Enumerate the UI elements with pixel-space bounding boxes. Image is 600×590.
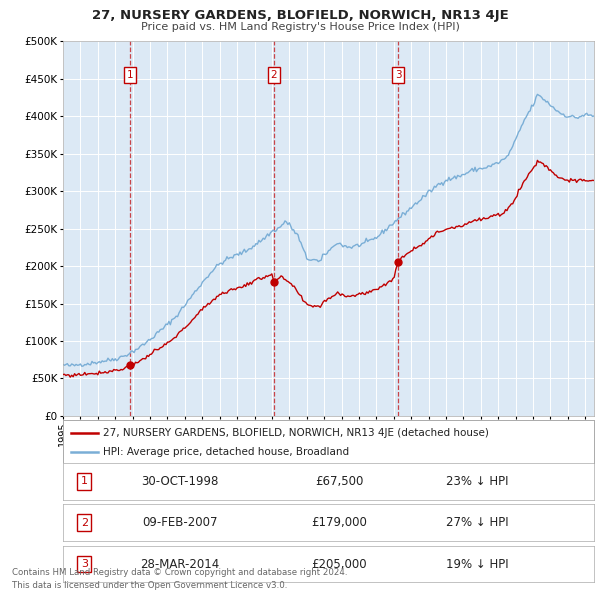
Text: 27, NURSERY GARDENS, BLOFIELD, NORWICH, NR13 4JE: 27, NURSERY GARDENS, BLOFIELD, NORWICH, …	[92, 9, 508, 22]
Text: £205,000: £205,000	[311, 558, 367, 571]
Text: Price paid vs. HM Land Registry's House Price Index (HPI): Price paid vs. HM Land Registry's House …	[140, 22, 460, 32]
Text: 23% ↓ HPI: 23% ↓ HPI	[446, 475, 508, 488]
Text: 3: 3	[81, 559, 88, 569]
Text: 27, NURSERY GARDENS, BLOFIELD, NORWICH, NR13 4JE (detached house): 27, NURSERY GARDENS, BLOFIELD, NORWICH, …	[103, 428, 488, 438]
Text: 3: 3	[395, 70, 401, 80]
Text: Contains HM Land Registry data © Crown copyright and database right 2024.: Contains HM Land Registry data © Crown c…	[12, 568, 347, 576]
Text: £179,000: £179,000	[311, 516, 367, 529]
Text: 1: 1	[127, 70, 133, 80]
Text: This data is licensed under the Open Government Licence v3.0.: This data is licensed under the Open Gov…	[12, 581, 287, 589]
Text: 09-FEB-2007: 09-FEB-2007	[142, 516, 218, 529]
Text: 30-OCT-1998: 30-OCT-1998	[141, 475, 218, 488]
Text: 19% ↓ HPI: 19% ↓ HPI	[446, 558, 508, 571]
Text: 1: 1	[81, 477, 88, 486]
Text: 2: 2	[80, 518, 88, 527]
Text: 2: 2	[271, 70, 277, 80]
Text: HPI: Average price, detached house, Broadland: HPI: Average price, detached house, Broa…	[103, 447, 349, 457]
Text: £67,500: £67,500	[315, 475, 364, 488]
Text: 28-MAR-2014: 28-MAR-2014	[140, 558, 220, 571]
Text: 27% ↓ HPI: 27% ↓ HPI	[446, 516, 508, 529]
